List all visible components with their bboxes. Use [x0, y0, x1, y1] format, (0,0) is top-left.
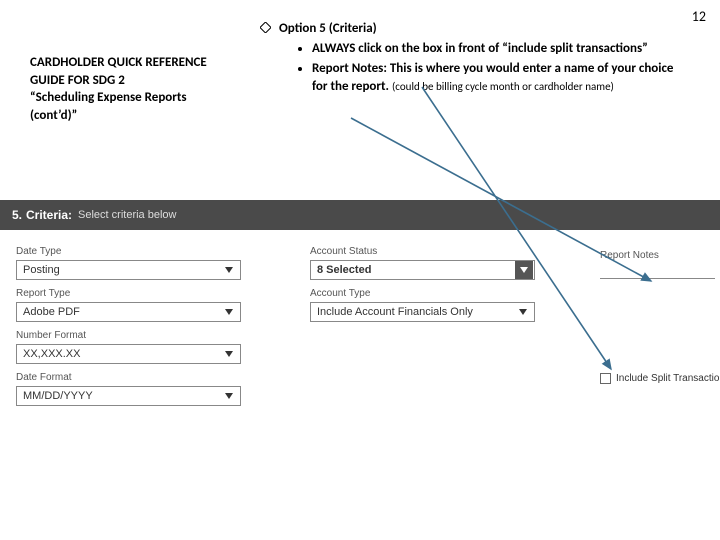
checkbox-icon[interactable] — [600, 373, 611, 384]
section-number: 5. — [12, 208, 22, 222]
date-format-label: Date Format — [16, 372, 241, 383]
form-column-2: Account Status 8 Selected Account Type I… — [310, 246, 535, 330]
select-value: Posting — [23, 264, 60, 276]
date-type-select[interactable]: Posting — [16, 260, 241, 280]
instruction-item: Report Notes: This is where you would en… — [312, 60, 680, 95]
doc-title-block: CARDHOLDER QUICK REFERENCE GUIDE FOR SDG… — [30, 54, 250, 124]
date-type-label: Date Type — [16, 246, 241, 257]
number-format-label: Number Format — [16, 330, 241, 341]
section-hint: Select criteria below — [78, 209, 176, 221]
report-type-select[interactable]: Adobe PDF — [16, 302, 241, 322]
doc-title-line: “Scheduling Expense Reports — [30, 89, 250, 107]
instructions-block: Option 5 (Criteria) ALWAYS click on the … — [260, 20, 680, 98]
include-split-transactions[interactable]: Include Split Transactions — [600, 373, 720, 384]
option-label: Option 5 (Criteria) — [279, 20, 377, 38]
criteria-form: Date Type Posting Report Type Adobe PDF … — [0, 246, 720, 446]
select-value: Adobe PDF — [23, 306, 80, 318]
chevron-down-icon — [222, 389, 236, 403]
include-split-label: Include Split Transactions — [616, 373, 720, 384]
date-format-select[interactable]: MM/DD/YYYY — [16, 386, 241, 406]
instruction-item: ALWAYS click on the box in front of “inc… — [312, 40, 680, 58]
report-type-label: Report Type — [16, 288, 241, 299]
doc-title-line: (cont’d)” — [30, 107, 250, 125]
form-column-1: Date Type Posting Report Type Adobe PDF … — [16, 246, 241, 414]
chevron-down-icon — [222, 263, 236, 277]
page-number: 12 — [692, 8, 706, 25]
account-type-select[interactable]: Include Account Financials Only — [310, 302, 535, 322]
number-format-select[interactable]: XX,XXX.XX — [16, 344, 241, 364]
account-status-label: Account Status — [310, 246, 535, 257]
chevron-down-icon — [222, 347, 236, 361]
chevron-down-icon — [222, 305, 236, 319]
select-value: XX,XXX.XX — [23, 348, 80, 360]
instruction-text: ALWAYS click on the box in front of “inc… — [312, 41, 648, 56]
chevron-down-icon — [515, 261, 533, 279]
select-value: Include Account Financials Only — [317, 306, 473, 318]
report-notes-label: Report Notes — [600, 250, 710, 261]
report-notes-input[interactable] — [600, 261, 715, 279]
diamond-bullet-icon — [260, 21, 271, 39]
doc-title-line: CARDHOLDER QUICK REFERENCE — [30, 54, 250, 72]
section-label: Criteria: — [26, 208, 72, 222]
select-value: MM/DD/YYYY — [23, 390, 93, 402]
select-value: 8 Selected — [317, 264, 371, 276]
chevron-down-icon — [516, 305, 530, 319]
criteria-section-header: 5. Criteria: Select criteria below — [0, 200, 720, 230]
doc-title-line: GUIDE FOR SDG 2 — [30, 72, 250, 90]
instruction-note: (could be billing cycle month or cardhol… — [392, 80, 614, 93]
account-status-select[interactable]: 8 Selected — [310, 260, 535, 280]
account-type-label: Account Type — [310, 288, 535, 299]
form-column-3: Report Notes Include Split Transactions — [600, 246, 710, 279]
